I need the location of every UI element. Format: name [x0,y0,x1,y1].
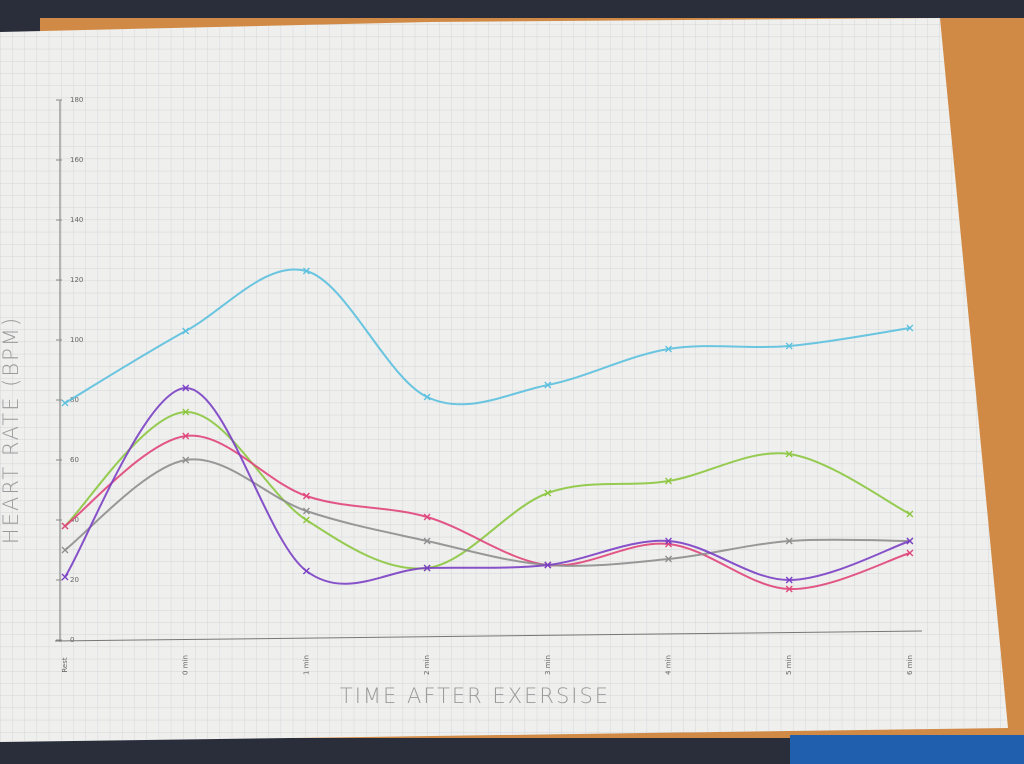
x-axis-title: TIME AFTER EXERSISE [340,684,610,708]
y-tick-label: 160 [70,156,83,164]
x-tick-label: 1 min [302,655,310,675]
x-tick-label: 2 min [423,655,431,675]
plot: 0 20 40 60 80 100 120 140 160 180 Rest 0 min 1 min 2 … [56,96,914,675]
y-tick-label: 60 [70,456,79,464]
point-cross [906,549,914,557]
y-tick-label: 20 [70,576,79,584]
point-cross [665,555,672,563]
point-cross [182,432,190,440]
point-cross [302,567,310,575]
point-cross [182,327,190,335]
series-line [64,458,911,567]
y-tick-label: 100 [70,336,83,344]
point-cross [906,324,914,332]
point-cross [61,546,69,554]
point-cross [906,510,914,518]
y-tick-label: 120 [70,276,83,284]
chair [790,735,1024,764]
y-tick-label: 180 [70,96,83,104]
x-tick-label: 6 min [906,655,914,675]
x-tick-label: Rest [61,657,69,673]
point-cross [423,393,431,401]
y-axis-title: HEART RATE (BPM) [0,316,23,544]
point-cross [423,564,431,572]
point-cross [665,477,672,485]
point-cross [544,561,552,569]
series-line [64,434,911,591]
y-tick-label: 0 [70,636,74,644]
point-cross [302,267,310,275]
point-cross [182,456,190,464]
x-axis [54,630,923,642]
point-cross [182,384,190,392]
paper-grid [0,18,1008,742]
point-cross [785,537,793,545]
point-cross [182,408,190,416]
point-cross [61,399,69,407]
point-cross [61,522,69,530]
y-tick-label: 80 [70,396,79,404]
point-cross [302,492,310,500]
x-tick-label: 4 min [665,655,673,675]
x-tick-label: 5 min [785,655,793,675]
point-cross [423,537,431,545]
point-cross [665,345,672,353]
point-cross [665,537,672,545]
series-line [64,268,911,406]
point-cross [61,573,69,581]
point-cross [544,489,552,497]
point-cross [423,513,431,521]
point-cross [544,381,552,389]
point-cross [785,342,793,350]
x-tick-label: 0 min [182,655,190,675]
point-cross [906,537,914,545]
series-line [64,410,911,570]
point-cross [785,450,793,458]
point-cross [785,585,793,593]
x-tick-label: 3 min [544,655,552,675]
y-tick-label: 140 [70,216,83,224]
y-tick-label: 40 [70,516,79,524]
point-cross [302,507,310,515]
point-cross [785,576,793,584]
point-cross [302,516,310,524]
